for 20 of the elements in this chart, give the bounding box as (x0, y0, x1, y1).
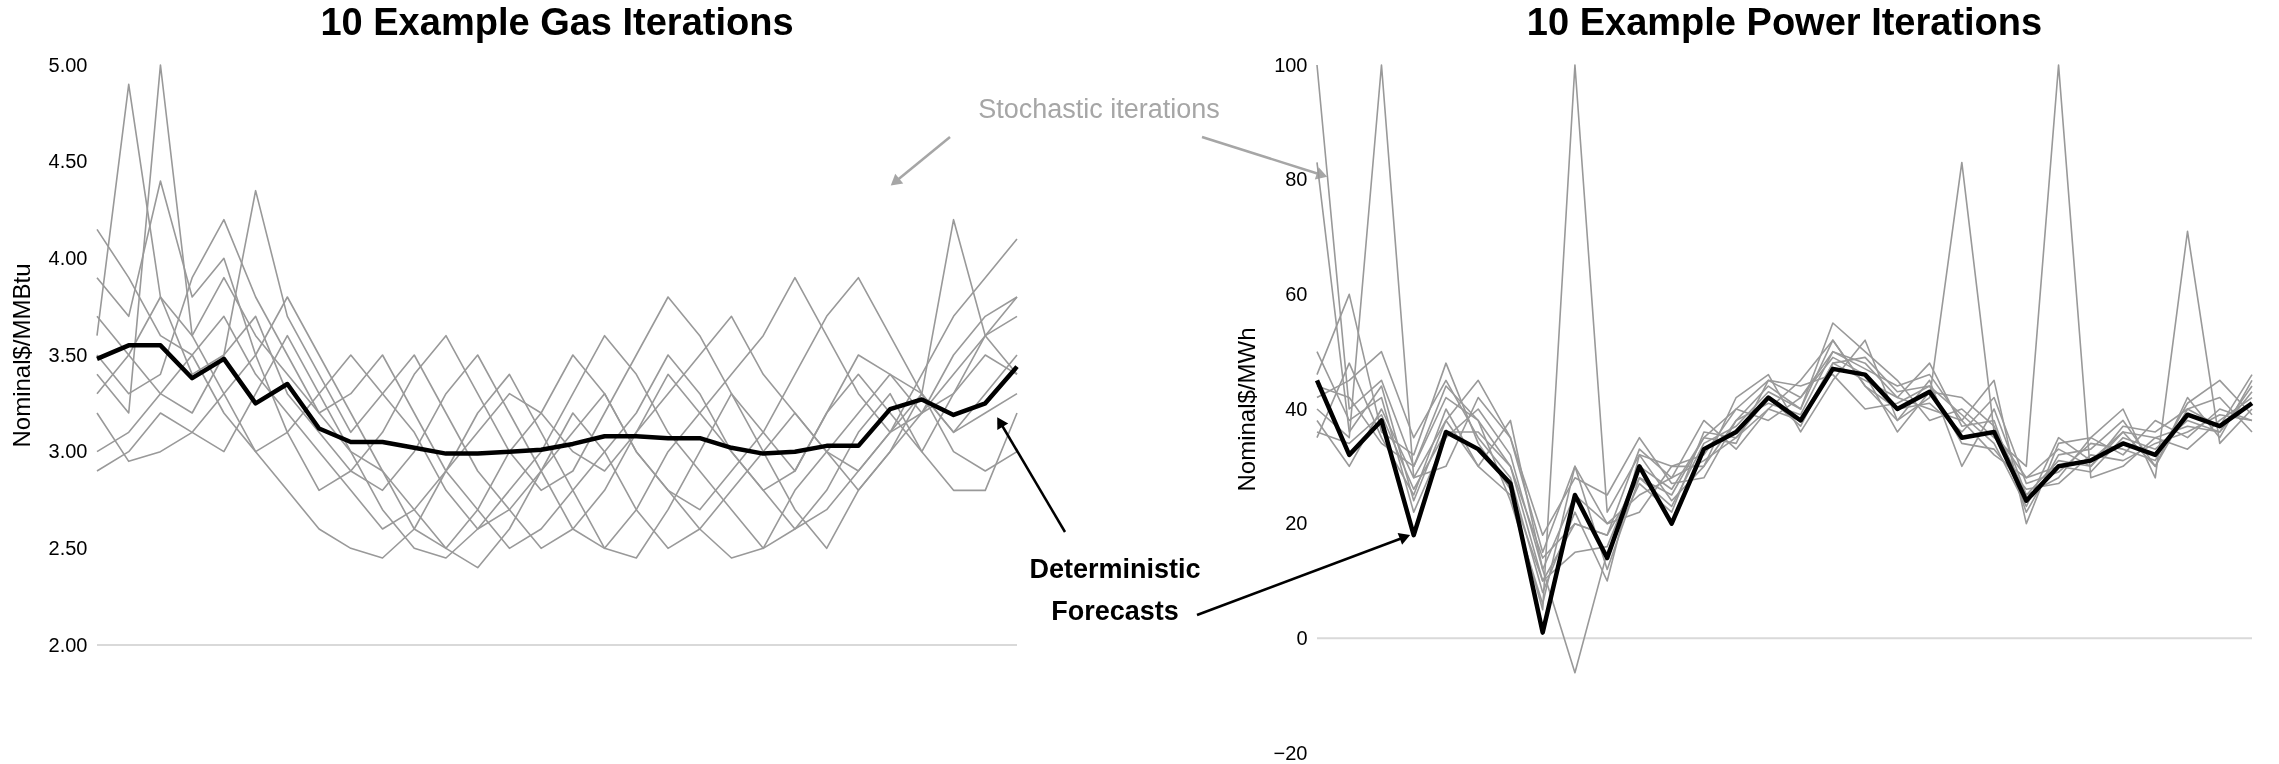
y-tick-label: 4.50 (48, 150, 88, 173)
y-tick-label: 100 (1274, 53, 1308, 76)
y-tick-label: 3.50 (48, 343, 88, 366)
y-tick-label: 3.00 (48, 440, 88, 463)
y-tick-label: 0 (1296, 626, 1308, 649)
chart-title: 10 Example Power Iterations (1526, 1, 2043, 43)
y-axis-title: Nominal$/MWh (1232, 327, 1260, 492)
y-tick-label: 20 (1285, 512, 1308, 535)
y-tick-label: 4.00 (48, 246, 88, 269)
y-tick-label: 80 (1285, 168, 1308, 191)
chart-title: 10 Example Gas Iterations (320, 1, 794, 43)
y-tick-label: 2.00 (48, 633, 88, 656)
y-tick-label: 60 (1285, 282, 1308, 305)
y-tick-label: 2.50 (48, 536, 88, 559)
y-tick-label: 5.00 (48, 53, 88, 76)
y-axis-title: Nominal$/MMBtu (7, 263, 35, 448)
y-tick-label: −20 (1273, 741, 1308, 764)
y-tick-label: 40 (1285, 397, 1308, 420)
text: Deterministic Forecasts (1029, 554, 1201, 626)
annotation: Stochastic iterations (978, 94, 1220, 124)
